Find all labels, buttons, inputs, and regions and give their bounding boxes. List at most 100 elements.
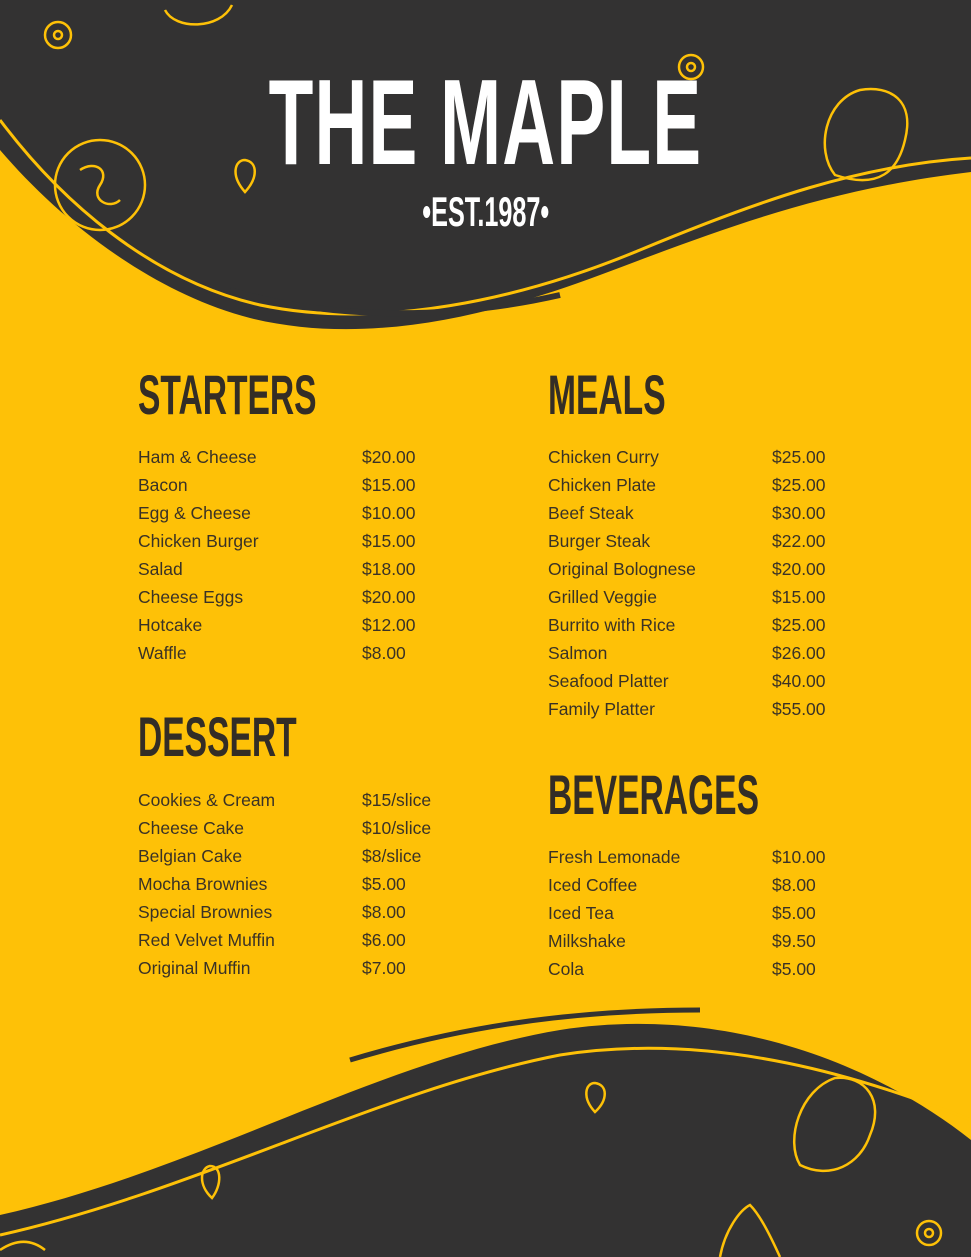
beverages-heading: BEVERAGES xyxy=(548,763,759,826)
menu-item: Seafood Platter $40.00 xyxy=(548,667,826,695)
menu-item-name: Chicken Plate xyxy=(548,475,656,495)
menu-item-name: Salad xyxy=(138,559,183,579)
menu-item: Special Brownies $8.00 xyxy=(138,898,406,926)
menu-item-name: Waffle xyxy=(138,643,187,663)
beverages-list: Fresh Lemonade $10.00 Iced Coffee $8.00 Iced… xyxy=(548,843,826,983)
menu-item-price: $20.00 xyxy=(772,559,826,579)
menu-item: Egg & Cheese $10.00 xyxy=(138,499,416,527)
menu-item: Belgian Cake $8/slice xyxy=(138,842,421,870)
menu-item-name: Cookies & Cream xyxy=(138,790,276,810)
menu-item-name: Chicken Burger xyxy=(138,531,259,551)
menu-item: Burrito with Rice $25.00 xyxy=(548,611,826,639)
top-brush-stroke-2 xyxy=(229,287,561,317)
menu-item-name: Iced Coffee xyxy=(548,875,638,895)
seed-icon xyxy=(200,1164,221,1200)
menu-item-name: Burrito with Rice xyxy=(548,615,676,635)
menu-item: Iced Tea $5.00 xyxy=(548,899,816,927)
menu-item-name: Cola xyxy=(548,959,584,979)
menu-item-price: $9.50 xyxy=(772,931,816,951)
menu-item: Burger Steak $22.00 xyxy=(548,527,826,555)
dessert-list: Cookies & Cream $15/slice Cheese Cake $10/s… xyxy=(138,786,431,982)
menu-item-name: Iced Tea xyxy=(548,903,614,923)
menu-item: Family Platter $55.00 xyxy=(548,695,826,723)
menu-item-name: Hotcake xyxy=(138,615,203,635)
menu-item: Fresh Lemonade $10.00 xyxy=(548,843,826,871)
menu-item-name: Ham & Cheese xyxy=(138,447,257,467)
menu-item-name: Belgian Cake xyxy=(138,846,243,866)
menu-item: Grilled Veggie $15.00 xyxy=(548,583,826,611)
menu-item: Red Velvet Muffin $6.00 xyxy=(138,926,406,954)
menu-item-price: $55.00 xyxy=(772,699,826,719)
menu-item-price: $25.00 xyxy=(772,475,826,495)
menu-item-price: $5.00 xyxy=(362,874,406,894)
menu-item-price: $40.00 xyxy=(772,671,826,691)
menu-item-price: $26.00 xyxy=(772,643,826,663)
menu-item: Original Bolognese $20.00 xyxy=(548,555,826,583)
menu-item: Iced Coffee $8.00 xyxy=(548,871,816,899)
menu-item-price: $12.00 xyxy=(362,615,416,635)
dessert-heading: DESSERT xyxy=(138,705,297,768)
menu-item-price: $15/slice xyxy=(362,790,432,810)
menu-item-price: $15.00 xyxy=(362,475,416,495)
menu-item: Cheese Eggs $20.00 xyxy=(138,583,416,611)
menu-item-price: $25.00 xyxy=(772,615,826,635)
bottom-brush-stroke-2 xyxy=(349,1007,701,1063)
menu-item: Chicken Burger $15.00 xyxy=(138,527,416,555)
meals-heading: MEALS xyxy=(548,363,666,426)
menu-item-price: $10.00 xyxy=(362,503,416,523)
menu-item-price: $15.00 xyxy=(362,531,416,551)
seed-icon xyxy=(585,1081,606,1114)
menu-item-price: $20.00 xyxy=(362,587,416,607)
starters-heading: STARTERS xyxy=(138,363,317,426)
menu-item: Ham & Cheese $20.00 xyxy=(138,443,416,471)
established-year: •EST.1987• xyxy=(422,188,549,235)
menu-item-name: Salmon xyxy=(548,643,608,663)
menu-item-price: $8/slice xyxy=(362,846,422,866)
menu-item-name: Grilled Veggie xyxy=(548,587,657,607)
menu-item-price: $15.00 xyxy=(772,587,826,607)
menu-item-price: $18.00 xyxy=(362,559,416,579)
menu-item-name: Bacon xyxy=(138,475,188,495)
menu-item: Mocha Brownies $5.00 xyxy=(138,870,406,898)
menu-item-name: Original Bolognese xyxy=(548,559,696,579)
bottom-dark-wave xyxy=(0,1023,971,1257)
menu-item-name: Milkshake xyxy=(548,931,626,951)
menu-item-price: $8.00 xyxy=(772,875,816,895)
menu-item-name: Chicken Curry xyxy=(548,447,659,467)
menu-item: Cheese Cake $10/slice xyxy=(138,814,431,842)
menu-item-name: Red Velvet Muffin xyxy=(138,930,275,950)
menu-item: Bacon $15.00 xyxy=(138,471,416,499)
menu-item: Salad $18.00 xyxy=(138,555,416,583)
menu-item-name: Family Platter xyxy=(548,699,655,719)
menu-item: Chicken Curry $25.00 xyxy=(548,443,826,471)
menu-item-price: $10.00 xyxy=(772,847,826,867)
lemon-slice-icon xyxy=(43,20,73,50)
menu-item-price: $8.00 xyxy=(362,902,406,922)
menu-item: Original Muffin $7.00 xyxy=(138,954,406,982)
menu-item-price: $8.00 xyxy=(362,643,406,663)
top-dark-wave xyxy=(0,0,971,330)
onion-icon xyxy=(163,4,234,26)
menu-item: Milkshake $9.50 xyxy=(548,927,816,955)
menu-item-price: $30.00 xyxy=(772,503,826,523)
menu-item: Chicken Plate $25.00 xyxy=(548,471,826,499)
menu-item-name: Original Muffin xyxy=(138,958,251,978)
menu-item-price: $25.00 xyxy=(772,447,826,467)
menu-item: Waffle $8.00 xyxy=(138,639,406,667)
menu-item-price: $6.00 xyxy=(362,930,406,950)
menu-item-name: Special Brownies xyxy=(138,902,273,922)
menu-item-price: $10/slice xyxy=(362,818,432,838)
menu-item: Cola $5.00 xyxy=(548,955,816,983)
menu-item: Salmon $26.00 xyxy=(548,639,826,667)
restaurant-name: THE MAPLE xyxy=(268,54,703,190)
lemon-slice-icon xyxy=(915,1219,943,1247)
menu-item-price: $7.00 xyxy=(362,958,406,978)
menu-item-name: Cheese Eggs xyxy=(138,587,244,607)
menu-item-price: $20.00 xyxy=(362,447,416,467)
starters-list: Ham & Cheese $20.00 Bacon $15.00 Egg & Chees… xyxy=(138,443,416,667)
menu-item-name: Burger Steak xyxy=(548,531,651,551)
menu-item-name: Cheese Cake xyxy=(138,818,245,838)
seed-icon xyxy=(234,158,256,194)
menu-item-name: Fresh Lemonade xyxy=(548,847,681,867)
